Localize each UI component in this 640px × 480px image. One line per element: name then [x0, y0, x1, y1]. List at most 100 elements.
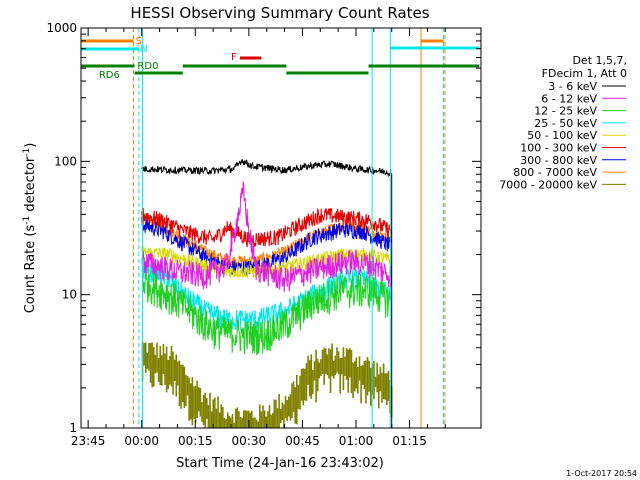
series-7000-20000-kev-block [167, 359, 170, 389]
series-7000-20000-kev-block [365, 360, 367, 404]
series-7000-20000-kev-block [305, 363, 308, 401]
series-7000-20000-kev-block [228, 415, 231, 428]
series-7000-20000-kev-block [300, 368, 303, 401]
series-7000-20000-kev-block [247, 410, 250, 428]
series-7000-20000-kev-block [202, 395, 205, 425]
series-7000-20000-kev-block [222, 407, 224, 428]
x-tick-label: 00:15 [178, 434, 213, 448]
legend-header-2: FDecim 1, Att 0 [542, 67, 627, 80]
series-7000-20000-kev-block [194, 385, 197, 423]
series-7000-20000-kev-block [260, 411, 263, 428]
series-7000-20000-kev-block [180, 364, 182, 409]
series-7000-20000-kev-block [353, 361, 356, 392]
x-tick-label: 01:15 [392, 434, 427, 448]
series-7000-20000-kev [141, 341, 393, 428]
series-7000-20000-kev-block [193, 386, 195, 420]
series-7000-20000-kev-block [156, 342, 158, 373]
axis-layer: 23:45 00:00 00:15 00:30 00:45 01:00 01:15 1 10 10… [46, 21, 481, 448]
x-tick-label: 00:00 [124, 434, 159, 448]
series-7000-20000-kev-block [381, 372, 383, 403]
series-7000-20000-kev-block [206, 398, 208, 419]
series-7000-20000-kev-block [257, 421, 260, 428]
legend-item-label: 25 - 50 keV [534, 117, 597, 130]
series-12-25-kev [141, 268, 392, 356]
series-7000-20000-kev-block [344, 356, 346, 376]
series-7000-20000-kev-block [334, 355, 337, 376]
series-7000-20000-kev-block [152, 346, 155, 387]
series-7000-20000-kev-block [361, 365, 364, 385]
series-7000-20000-kev-block [331, 343, 333, 377]
series-7000-20000-kev-block [279, 409, 282, 424]
series-7000-20000-kev-block [386, 373, 388, 405]
series-7000-20000-kev-block [218, 412, 221, 428]
series-7000-20000-kev-block [186, 376, 189, 396]
series-7000-20000-kev-block [223, 418, 226, 428]
series-7000-20000-kev-block [299, 375, 301, 410]
legend-header-1: Det 1,5,7, [572, 54, 627, 67]
series-7000-20000-kev-block [188, 377, 190, 421]
series-7000-20000-kev-block [151, 342, 153, 388]
series-7000-20000-kev-block [347, 349, 350, 393]
legend-item-label: 3 - 6 keV [548, 80, 597, 93]
series-7000-20000-kev-block [276, 408, 279, 428]
series-7000-20000-kev-block [271, 413, 274, 428]
series-7000-20000-kev-block [146, 353, 149, 369]
y-tick-label: 10 [62, 288, 77, 302]
series-7000-20000-kev-block [265, 416, 268, 428]
series-7000-20000-kev-block [239, 416, 242, 428]
series-7000-20000-kev-block [321, 349, 324, 375]
y-axis-label-sup1: -1 [22, 216, 32, 225]
series-25-50-kev [141, 258, 392, 332]
series-7000-20000-kev-block [148, 343, 150, 371]
series-7000-20000-kev-block [173, 359, 176, 381]
series-7000-20000-kev-block [324, 348, 327, 374]
series-7000-20000-kev-block [165, 346, 168, 393]
series-7000-20000-kev-block [236, 407, 239, 428]
series-7000-20000-kev-block [273, 399, 276, 428]
y-axis-label-end: ) [23, 143, 38, 148]
series-7000-20000-kev-block [149, 342, 152, 383]
series-7000-20000-kev-block [291, 383, 293, 419]
flare-flag-label: F [231, 52, 237, 63]
series-7000-20000-kev-block [201, 402, 203, 422]
series-7000-20000-kev-block [177, 361, 179, 386]
series-7000-20000-kev-block [312, 369, 314, 394]
series-100-300-kev [141, 207, 392, 248]
series-7000-20000-kev-block [376, 362, 378, 393]
series-7000-20000-kev-block [143, 342, 145, 366]
series-6-12-kev [141, 181, 392, 293]
legend-item-label: 7000 - 20000 keV [499, 178, 597, 191]
series-7000-20000-kev-block [230, 417, 232, 428]
footer-timestamp: 1-Oct-2017 20:54 [566, 469, 637, 478]
series-7000-20000-kev-block [284, 396, 287, 419]
x-tick-label: 00:45 [285, 434, 320, 448]
series-7000-20000-kev-block [320, 359, 322, 376]
series-7000-20000-kev-block [328, 348, 330, 379]
data-layer [141, 159, 393, 428]
series-7000-20000-kev-block [304, 368, 306, 401]
series-7000-20000-kev-block [162, 343, 165, 375]
series-7000-20000-kev-block [366, 356, 369, 396]
series-7000-20000-kev-block [349, 347, 351, 378]
series-7000-20000-kev-block [283, 404, 285, 428]
y-tick-label: 100 [54, 154, 77, 168]
series-7000-20000-kev-block [341, 358, 343, 375]
legend-item-label: 50 - 100 keV [527, 129, 597, 142]
series-7000-20000-kev-block [292, 381, 295, 412]
series-7000-20000-kev-block [175, 354, 178, 397]
series-7000-20000-kev-block [289, 394, 292, 421]
series-7000-20000-kev-block [262, 405, 264, 428]
series-7000-20000-kev-block [336, 347, 338, 373]
series-7000-20000-kev-block [286, 400, 288, 421]
series-7000-20000-kev-block [215, 408, 218, 428]
series-7000-20000-kev-block [159, 346, 161, 386]
series-7000-20000-kev-block [302, 368, 305, 406]
series-7000-20000-kev-block [313, 361, 316, 381]
series-7000-20000-kev-block [278, 393, 280, 428]
legend-item-label: 6 - 12 keV [541, 92, 597, 105]
series-7000-20000-kev-block [212, 399, 215, 428]
series-7000-20000-kev-block [225, 419, 227, 428]
